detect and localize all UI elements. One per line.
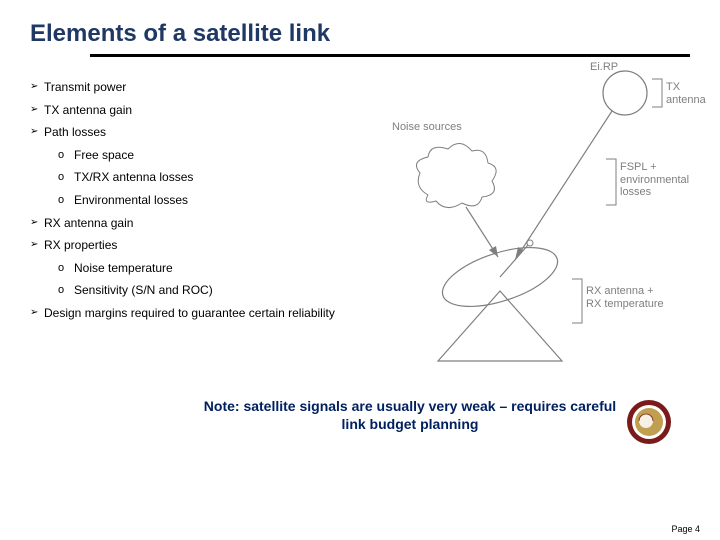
slide-title: Elements of a satellite link xyxy=(30,20,690,48)
label-rx-antenna: RX antenna + RX temperature xyxy=(586,285,676,310)
content-area: Transmit power TX antenna gain Path loss… xyxy=(30,65,690,465)
label-noise-sources: Noise sources xyxy=(392,121,462,134)
sub-noise-temp: Noise temperature xyxy=(58,261,360,277)
bullet-rx-antenna-gain: RX antenna gain xyxy=(30,216,360,232)
label-fspl: FSPL + environmental losses xyxy=(620,161,704,199)
sub-txrx-losses: TX/RX antenna losses xyxy=(58,170,360,186)
label-tx-antenna: TX antenna xyxy=(666,81,710,106)
sub-sensitivity: Sensitivity (S/N and ROC) xyxy=(58,283,360,299)
sub-free-space: Free space xyxy=(58,148,360,164)
diagram-svg xyxy=(380,65,680,365)
title-rule xyxy=(90,54,690,57)
bullet-transmit-power: Transmit power xyxy=(30,80,360,96)
sub-env-losses: Environmental losses xyxy=(58,193,360,209)
note-text: Note: satellite signals are usually very… xyxy=(30,398,690,433)
page-footer: Page 4 xyxy=(671,524,700,534)
satellite-link-diagram: Ei.RP TX antenna Noise sources FSPL + en… xyxy=(380,65,680,365)
bullet-path-losses: Path losses xyxy=(30,125,360,141)
institution-seal-icon xyxy=(626,399,672,445)
bullet-list: Transmit power TX antenna gain Path loss… xyxy=(30,73,360,329)
bullet-tx-antenna-gain: TX antenna gain xyxy=(30,103,360,119)
bullet-design-margins: Design margins required to guarantee cer… xyxy=(30,306,360,322)
bullet-rx-properties: RX properties xyxy=(30,238,360,254)
label-eirp: Ei.RP xyxy=(590,61,618,74)
